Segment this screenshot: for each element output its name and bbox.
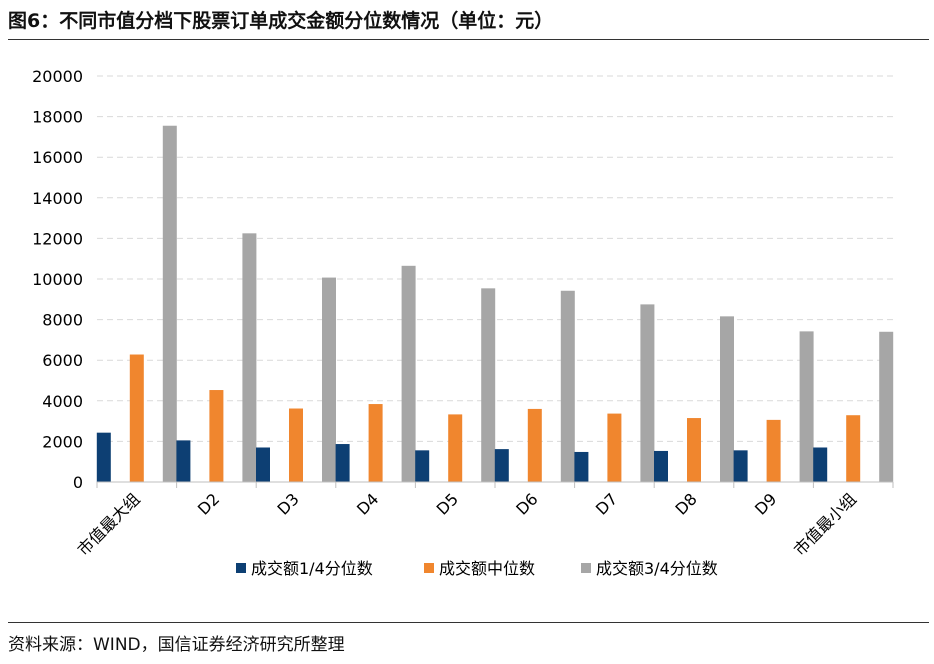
bar — [846, 415, 861, 482]
bar — [256, 447, 270, 482]
bar — [415, 450, 430, 482]
legend: 成交额1/4分位数 成交额中位数 成交额3/4分位数 — [236, 559, 718, 578]
bar — [640, 304, 655, 482]
x-tick-label: D5 — [433, 489, 462, 518]
bar — [527, 408, 542, 482]
y-tick-label: 20000 — [32, 67, 83, 86]
legend-label: 成交额3/4分位数 — [596, 559, 718, 578]
bar — [129, 354, 144, 482]
bar — [813, 447, 828, 482]
bar — [448, 414, 463, 482]
bars — [96, 125, 894, 483]
bar — [687, 418, 701, 482]
legend-label: 成交额中位数 — [439, 559, 535, 578]
x-tick-label: D2 — [194, 489, 223, 518]
y-axis-ticks: 0 2000 4000 6000 8000 10000 12000 14000 16000 180… — [32, 67, 83, 492]
x-tick-label: D7 — [592, 489, 621, 518]
legend-label: 成交额1/4分位数 — [251, 559, 373, 578]
bar — [242, 233, 257, 482]
bar-chart: 0 2000 4000 6000 8000 10000 12000 14000 16000 180… — [32, 67, 894, 578]
bottom-rule — [8, 622, 929, 623]
bar — [654, 450, 668, 482]
x-tick-label: D6 — [512, 489, 541, 518]
x-axis — [96, 481, 894, 488]
legend-swatch — [424, 563, 434, 573]
y-tick-label: 16000 — [32, 148, 83, 167]
bar — [368, 404, 383, 482]
bar — [733, 450, 748, 482]
bar — [574, 451, 589, 482]
x-tick-label: 市值最大组 — [74, 489, 144, 559]
y-tick-label: 10000 — [32, 270, 83, 289]
bar — [322, 277, 336, 482]
y-tick-label: 0 — [73, 473, 83, 492]
x-tick-label: D9 — [751, 489, 780, 518]
bar — [162, 125, 177, 483]
x-axis-ticks: 市值最大组 D2 D3 D4 D5 D6 D7 D8 D9 市值最小组 — [74, 489, 860, 559]
x-tick-label: D3 — [273, 489, 302, 518]
y-tick-label: 12000 — [32, 229, 83, 248]
bar — [607, 413, 622, 482]
grid-lines — [97, 75, 893, 442]
y-tick-label: 18000 — [32, 108, 83, 127]
source-note: 资料来源：WIND，国信证券经济研究所整理 — [8, 635, 345, 655]
x-tick-label: 市值最小组 — [790, 489, 860, 559]
y-tick-label: 2000 — [42, 432, 83, 451]
bar — [335, 444, 350, 482]
y-tick-label: 14000 — [32, 189, 83, 208]
bar — [401, 265, 416, 482]
chart-title: 图6：不同市值分档下股票订单成交金额分位数情况（单位：元） — [8, 10, 554, 32]
bar — [494, 449, 509, 482]
bar — [560, 290, 575, 482]
bar — [96, 432, 111, 482]
bar — [209, 390, 224, 482]
bar — [176, 440, 191, 482]
top-rule — [8, 39, 929, 40]
y-tick-label: 8000 — [42, 311, 83, 330]
legend-swatch — [581, 563, 591, 573]
bar — [720, 316, 734, 482]
y-tick-label: 4000 — [42, 392, 83, 411]
x-tick-label: D8 — [671, 489, 700, 518]
y-tick-label: 6000 — [42, 351, 83, 370]
bar — [799, 331, 814, 482]
bar — [289, 408, 303, 482]
bar — [879, 331, 894, 482]
x-tick-label: D4 — [353, 489, 382, 518]
bar — [766, 419, 781, 482]
legend-swatch — [236, 563, 246, 573]
bar — [481, 288, 496, 482]
